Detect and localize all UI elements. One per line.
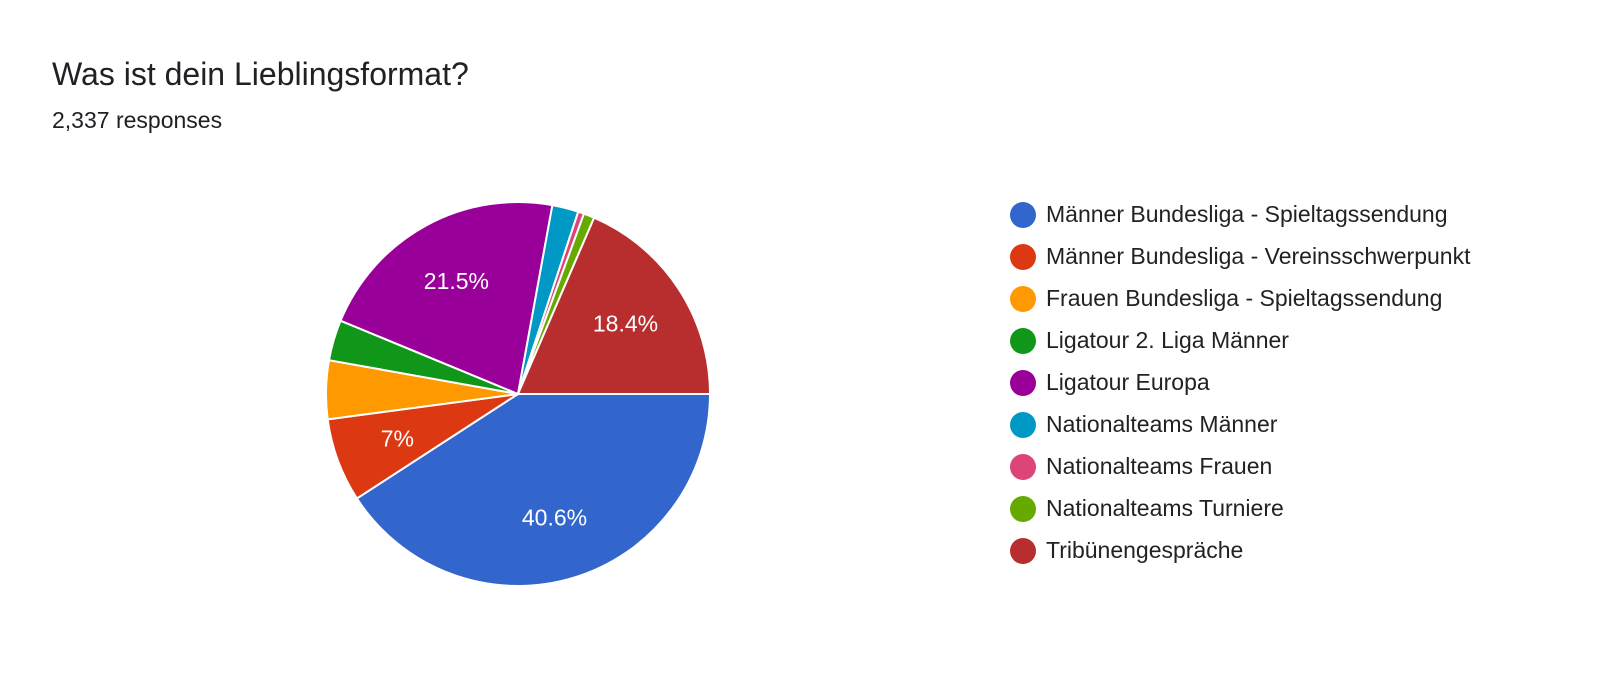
legend-swatch-icon — [1010, 538, 1036, 564]
slice-label-maenner-bundesliga-spieltagssendung: 40.6% — [522, 504, 587, 530]
legend-item-maenner-bundesliga-vereinsschwerpunkt[interactable]: Männer Bundesliga - Vereinsschwerpunkt — [1010, 240, 1570, 273]
legend-swatch-icon — [1010, 328, 1036, 354]
slice-label-tribuenengespraeche: 18.4% — [593, 310, 658, 336]
legend-label: Tribünengespräche — [1046, 537, 1244, 563]
legend-label: Frauen Bundesliga - Spieltagssendung — [1046, 285, 1443, 311]
legend-swatch-icon — [1010, 244, 1036, 270]
legend-label: Nationalteams Frauen — [1046, 453, 1273, 479]
legend-item-nationalteams-maenner[interactable]: Nationalteams Männer — [1010, 408, 1570, 441]
pie-slice-ligatour-europa[interactable] — [339, 201, 554, 396]
legend-item-ligatour-2-liga-maenner[interactable]: Ligatour 2. Liga Männer — [1010, 324, 1570, 357]
legend-label: Nationalteams Männer — [1046, 411, 1278, 437]
pie-slice-tribuenengespraeche[interactable] — [516, 216, 712, 395]
legend-swatch-icon — [1010, 454, 1036, 480]
chart-legend: Männer Bundesliga - Spieltagssendung Männ… — [1010, 198, 1570, 576]
legend-item-tribuenengespraeche[interactable]: Tribünengespräche — [1010, 534, 1570, 567]
legend-item-nationalteams-turniere[interactable]: Nationalteams Turniere — [1010, 492, 1570, 525]
legend-label: Nationalteams Turniere — [1046, 495, 1284, 521]
chart-title: Was ist dein Lieblingsformat? — [52, 56, 469, 92]
legend-label: Ligatour 2. Liga Männer — [1046, 327, 1289, 353]
legend-swatch-icon — [1010, 370, 1036, 396]
legend-swatch-icon — [1010, 286, 1036, 312]
legend-item-ligatour-europa[interactable]: Ligatour Europa — [1010, 366, 1570, 399]
legend-swatch-icon — [1010, 202, 1036, 228]
legend-label: Ligatour Europa — [1046, 369, 1210, 395]
legend-item-maenner-bundesliga-spieltagssendung[interactable]: Männer Bundesliga - Spieltagssendung — [1010, 198, 1570, 231]
response-count: 2,337 responses — [52, 107, 223, 133]
slice-label-maenner-bundesliga-vereinsschwerpunkt: 7% — [381, 426, 414, 452]
legend-swatch-icon — [1010, 496, 1036, 522]
pie-chart: 40.6% 7% 21.5% 18.4% — [325, 201, 712, 587]
legend-label: Männer Bundesliga - Vereinsschwerpunkt — [1046, 243, 1471, 269]
legend-item-frauen-bundesliga-spieltagssendung[interactable]: Frauen Bundesliga - Spieltagssendung — [1010, 282, 1570, 315]
legend-swatch-icon — [1010, 412, 1036, 438]
legend-label: Männer Bundesliga - Spieltagssendung — [1046, 201, 1448, 227]
legend-item-nationalteams-frauen[interactable]: Nationalteams Frauen — [1010, 450, 1570, 483]
slice-label-ligatour-europa: 21.5% — [424, 268, 489, 294]
